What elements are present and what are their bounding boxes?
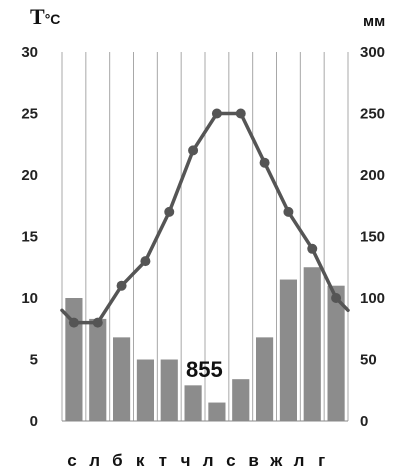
right-tick-label: 50 [360,352,377,369]
precipitation-bar [184,385,202,421]
month-label: г [318,451,325,470]
month-label: с [67,451,76,470]
precipitation-bar [232,379,250,421]
precipitation-bar [303,267,321,421]
precipitation-bar [160,359,178,421]
temperature-line [60,108,350,328]
right-tick-label: 150 [360,229,385,246]
month-label: т [159,451,167,470]
temperature-point [116,280,127,291]
month-label: в [248,451,258,470]
annotation-total: 855 [186,357,223,382]
month-label: ж [269,451,283,470]
precipitation-bar [89,318,107,421]
right-tick-label: 0 [360,413,368,430]
month-label: б [112,451,123,470]
temperature-symbol: T [30,4,45,29]
right-tick-label: 250 [360,106,385,123]
month-label: л [294,451,305,470]
temperature-point [188,145,199,156]
temperature-point [164,206,175,217]
left-tick-label: 20 [21,167,38,184]
temperature-point [68,317,79,328]
temperature-line-path [60,111,350,325]
month-label: ч [181,451,191,470]
right-tick-label: 100 [360,290,385,307]
left-tick-label: 25 [21,106,38,123]
right-axis-unit: мм [363,13,385,30]
temperature-unit: °C [45,11,61,27]
month-label: л [203,451,214,470]
month-label: с [226,451,235,470]
temperature-point [140,256,151,267]
temperature-point [283,206,294,217]
left-tick-label: 5 [30,352,38,369]
precipitation-bar [113,337,131,421]
left-tick-label: 10 [21,290,38,307]
temperature-point [235,108,246,119]
precipitation-bars [65,267,345,421]
precipitation-bar [256,337,274,421]
left-axis-ticks: 0 5 10 15 20 25 30 [21,44,38,430]
right-axis-ticks: 0 50 100 150 200 250 300 [360,44,385,430]
precipitation-bar [279,279,297,421]
month-label: л [89,451,100,470]
month-label: к [136,451,145,470]
precipitation-bar [327,285,345,421]
right-tick-label: 300 [360,44,385,61]
precipitation-bar [208,402,226,421]
temperature-point [92,317,103,328]
left-tick-label: 30 [21,44,38,61]
right-tick-label: 200 [360,167,385,184]
temperature-point [211,108,222,119]
precipitation-bar [65,298,83,421]
temperature-point [259,157,270,168]
left-axis-unit: T°C [30,4,60,29]
precipitation-bar [136,359,154,421]
temperature-point [331,293,342,303]
left-tick-label: 0 [30,413,38,430]
left-tick-label: 15 [21,229,38,246]
temperature-point [307,243,318,254]
